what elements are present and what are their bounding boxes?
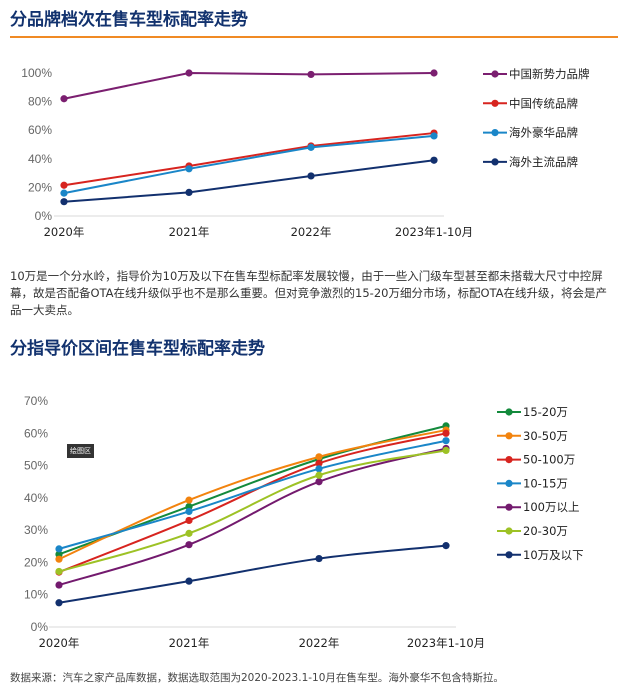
data-point: [55, 599, 63, 607]
legend-marker: [505, 408, 513, 416]
legend-marker: [505, 527, 513, 535]
data-point: [442, 429, 450, 437]
series-line: [58, 439, 447, 550]
legend-label: 30-50万: [523, 429, 568, 443]
data-point: [442, 446, 450, 454]
data-point: [307, 143, 315, 151]
legend-label: 20-30万: [523, 524, 568, 538]
y-tick-label: 80%: [28, 95, 52, 109]
y-tick-label: 50%: [24, 459, 48, 473]
legend-marker: [491, 129, 499, 137]
series-line: [58, 449, 447, 573]
data-point: [185, 507, 193, 516]
x-tick-label: 2023年1-10月: [407, 636, 485, 650]
x-tick-label: 2021年: [169, 225, 210, 239]
data-point: [55, 555, 63, 563]
y-tick-label: 30%: [24, 523, 48, 537]
data-point: [185, 188, 193, 197]
analysis-paragraph: 10万是一个分水岭，指导价为10万及以下在售车型标配率发展较慢，由于一些入门级车…: [10, 269, 608, 317]
series-line: [58, 447, 447, 586]
legend-marker: [491, 99, 499, 107]
title-underline: [10, 36, 618, 38]
legend-marker: [505, 456, 513, 464]
data-source-footnote: 数据来源：汽车之家产品库数据，数据选取范围为2020-2023.1-10月在售车…: [10, 672, 504, 684]
data-point: [60, 181, 68, 189]
data-point: [307, 172, 315, 180]
data-point: [185, 577, 193, 585]
y-tick-label: 20%: [28, 180, 52, 194]
data-point: [60, 95, 68, 103]
legend-label: 50-100万: [523, 453, 575, 467]
data-point: [185, 69, 193, 77]
y-tick-label: 10%: [24, 588, 48, 602]
data-point: [315, 478, 323, 486]
x-tick-label: 2023年1-10月: [395, 225, 473, 239]
series-line: [63, 159, 435, 203]
legend-marker: [505, 432, 513, 440]
x-tick-label: 2021年: [169, 636, 210, 650]
data-point: [442, 542, 450, 550]
data-point: [60, 198, 68, 206]
data-point: [185, 165, 193, 173]
plot-area-tooltip: 绘图区: [67, 444, 94, 458]
data-point: [315, 471, 323, 479]
section2-title: 分指导价区间在售车型标配率走势: [10, 339, 265, 359]
y-tick-label: 70%: [24, 394, 48, 408]
y-tick-label: 60%: [28, 123, 52, 137]
data-point: [315, 554, 323, 563]
data-point: [55, 581, 63, 589]
data-point: [315, 465, 323, 473]
data-point: [430, 156, 438, 164]
data-point: [185, 529, 193, 537]
y-tick-label: 100%: [21, 66, 52, 80]
y-tick-label: 40%: [24, 491, 48, 505]
legend-label: 海外豪华品牌: [509, 126, 578, 140]
series-line: [63, 71, 435, 100]
series-line: [63, 132, 435, 187]
data-point: [185, 541, 193, 549]
legend-marker: [505, 479, 513, 487]
data-point: [185, 496, 193, 504]
series-line: [58, 544, 447, 604]
y-tick-label: 60%: [24, 426, 48, 440]
legend-label: 中国新势力品牌: [509, 67, 590, 81]
data-point: [60, 189, 68, 197]
legend-marker: [491, 70, 499, 78]
x-tick-label: 2022年: [299, 636, 340, 650]
data-point: [55, 545, 63, 553]
data-point: [442, 437, 450, 445]
data-point: [315, 453, 323, 461]
data-point: [315, 459, 323, 467]
legend-label: 15-20万: [523, 405, 568, 419]
legend-marker: [505, 551, 513, 559]
x-tick-label: 2020年: [44, 225, 85, 239]
y-tick-label: 0%: [35, 209, 53, 223]
y-tick-label: 20%: [24, 555, 48, 569]
data-point: [430, 132, 438, 140]
section1-title: 分品牌档次在售车型标配率走势: [10, 10, 248, 30]
legend-label: 中国传统品牌: [509, 96, 578, 110]
y-tick-label: 0%: [31, 620, 49, 634]
legend-marker: [505, 503, 513, 511]
legend-label: 10-15万: [523, 476, 568, 490]
series-line: [63, 134, 435, 195]
data-point: [430, 69, 438, 77]
legend-label: 海外主流品牌: [509, 155, 578, 169]
x-tick-label: 2022年: [291, 225, 332, 239]
series-line: [58, 429, 447, 561]
legend-label: 100万以上: [523, 500, 579, 514]
y-tick-label: 40%: [28, 152, 52, 166]
data-point: [55, 567, 63, 576]
x-tick-label: 2020年: [39, 636, 80, 650]
data-point: [185, 516, 193, 525]
data-point: [307, 70, 315, 79]
legend-marker: [491, 158, 499, 166]
legend-label: 10万及以下: [523, 548, 584, 562]
